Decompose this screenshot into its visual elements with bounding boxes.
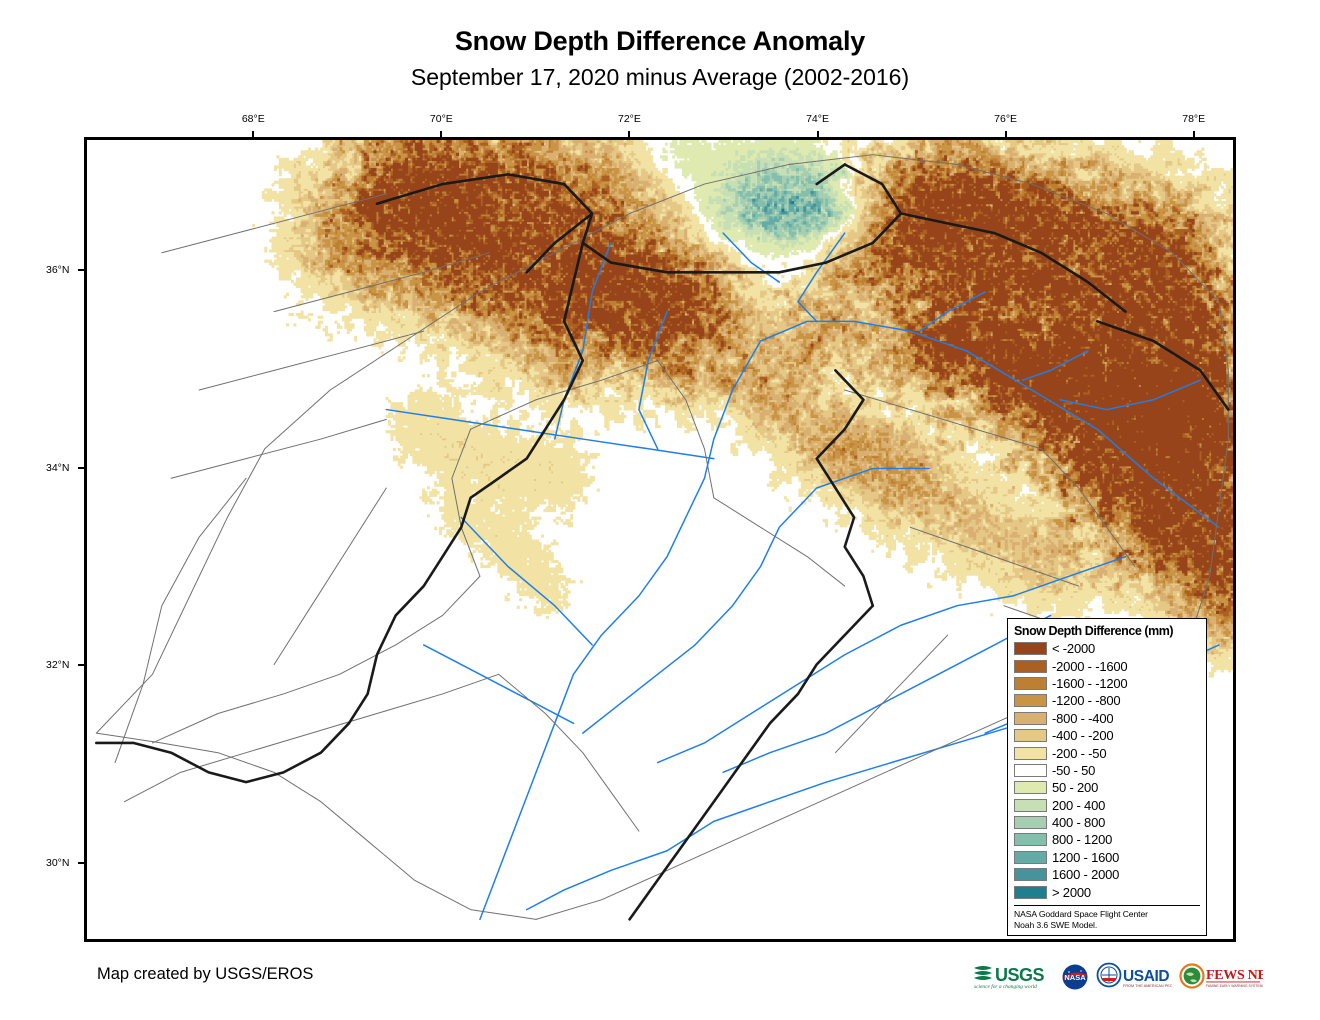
legend-item: > 2000: [1014, 883, 1200, 900]
legend-swatch: [1014, 886, 1047, 899]
latitude-tick-label: 34°N: [46, 462, 69, 474]
legend-item-label: -2000 - -1600: [1052, 659, 1127, 674]
svg-text:FEWS NET: FEWS NET: [1206, 968, 1263, 983]
legend-swatch: [1014, 781, 1047, 794]
legend-item: 1600 - 2000: [1014, 866, 1200, 883]
svg-text:USGS: USGS: [995, 965, 1045, 985]
svg-text:NASA: NASA: [1064, 973, 1086, 982]
latitude-tick-mark: [78, 269, 85, 271]
legend-swatch: [1014, 816, 1047, 829]
legend-item: -50 - 50: [1014, 762, 1200, 779]
svg-text:FROM THE AMERICAN PEOPLE: FROM THE AMERICAN PEOPLE: [1123, 984, 1172, 988]
longitude-tick-mark: [1193, 131, 1195, 138]
longitude-tick-label: 74°E: [806, 113, 829, 125]
footer-credit: Map created by USGS/EROS: [97, 965, 313, 984]
latitude-tick-mark: [78, 664, 85, 666]
longitude-tick-mark: [1005, 131, 1007, 138]
longitude-tick-label: 68°E: [242, 113, 265, 125]
longitude-tick-mark: [252, 131, 254, 138]
legend-item-label: -400 - -200: [1052, 728, 1113, 743]
latitude-tick-mark: [78, 467, 85, 469]
page-subtitle: September 17, 2020 minus Average (2002-2…: [0, 62, 1320, 92]
legend-item-label: 400 - 800: [1052, 815, 1105, 830]
longitude-tick-mark: [817, 131, 819, 138]
legend-item: -200 - -50: [1014, 744, 1200, 761]
longitude-tick-label: 72°E: [618, 113, 641, 125]
anomaly-raster: [252, 140, 1233, 678]
map-legend[interactable]: Snow Depth Difference (mm) < -2000 -2000 …: [1007, 618, 1207, 936]
legend-swatch: [1014, 868, 1047, 881]
legend-swatch: [1014, 642, 1047, 655]
legend-swatch: [1014, 694, 1047, 707]
latitude-tick-label: 30°N: [46, 857, 69, 869]
legend-source-line-1: NASA Goddard Space Flight Center: [1014, 909, 1200, 920]
logo-bar: USGS science for a changing world NASA U…: [972, 960, 1263, 994]
legend-item: -800 - -400: [1014, 710, 1200, 727]
legend-swatch: [1014, 660, 1047, 673]
usgs-logo[interactable]: USGS science for a changing world: [972, 962, 1054, 992]
legend-source-line-2: Noah 3.6 SWE Model.: [1014, 920, 1200, 931]
legend-item: < -2000: [1014, 640, 1200, 657]
legend-item-label: -200 - -50: [1052, 746, 1106, 761]
legend-swatch: [1014, 851, 1047, 864]
legend-swatch: [1014, 712, 1047, 725]
legend-item-label: -800 - -400: [1052, 711, 1113, 726]
legend-swatch: [1014, 677, 1047, 690]
legend-item: -1600 - -1200: [1014, 675, 1200, 692]
legend-item: 400 - 800: [1014, 814, 1200, 831]
legend-rows: < -2000 -2000 - -1600 -1600 - -1200 -1200 -…: [1014, 640, 1200, 901]
svg-text:science for a changing world: science for a changing world: [974, 983, 1037, 990]
legend-swatch: [1014, 833, 1047, 846]
legend-item: -400 - -200: [1014, 727, 1200, 744]
title-block: Snow Depth Difference Anomaly September …: [0, 24, 1320, 92]
latitude-tick-label: 32°N: [46, 659, 69, 671]
legend-source-note: NASA Goddard Space Flight Center Noah 3.…: [1014, 905, 1200, 931]
legend-item-label: 50 - 200: [1052, 780, 1098, 795]
legend-item-label: -1200 - -800: [1052, 693, 1120, 708]
legend-title: Snow Depth Difference (mm): [1014, 624, 1200, 638]
legend-item: 800 - 1200: [1014, 831, 1200, 848]
usaid-logo[interactable]: USAID FROM THE AMERICAN PEOPLE: [1096, 962, 1172, 992]
svg-text:FAMINE EARLY WARNING SYSTEMS N: FAMINE EARLY WARNING SYSTEMS NETWORK: [1206, 984, 1263, 988]
longitude-tick-label: 70°E: [430, 113, 453, 125]
latitude-tick-mark: [78, 862, 85, 864]
legend-item: 200 - 400: [1014, 797, 1200, 814]
longitude-tick-label: 78°E: [1182, 113, 1205, 125]
latitude-tick-label: 36°N: [46, 264, 69, 276]
legend-item-label: 1200 - 1600: [1052, 850, 1119, 865]
legend-item-label: 1600 - 2000: [1052, 867, 1119, 882]
nasa-logo[interactable]: NASA: [1061, 963, 1089, 991]
svg-text:USAID: USAID: [1123, 968, 1169, 985]
legend-item: 1200 - 1600: [1014, 849, 1200, 866]
legend-swatch: [1014, 747, 1047, 760]
longitude-tick-mark: [440, 131, 442, 138]
legend-item-label: 800 - 1200: [1052, 832, 1112, 847]
longitude-tick-label: 76°E: [994, 113, 1017, 125]
page-title: Snow Depth Difference Anomaly: [0, 24, 1320, 58]
legend-swatch: [1014, 799, 1047, 812]
legend-item-label: -1600 - -1200: [1052, 676, 1127, 691]
legend-swatch: [1014, 764, 1047, 777]
legend-item-label: 200 - 400: [1052, 798, 1105, 813]
legend-item-label: -50 - 50: [1052, 763, 1095, 778]
legend-item: 50 - 200: [1014, 779, 1200, 796]
legend-swatch: [1014, 729, 1047, 742]
legend-item-label: > 2000: [1052, 885, 1091, 900]
fewsnet-logo[interactable]: FEWS NET FAMINE EARLY WARNING SYSTEMS NE…: [1179, 962, 1263, 992]
legend-item: -2000 - -1600: [1014, 657, 1200, 674]
legend-item: -1200 - -800: [1014, 692, 1200, 709]
legend-item-label: < -2000: [1052, 641, 1095, 656]
longitude-tick-mark: [628, 131, 630, 138]
